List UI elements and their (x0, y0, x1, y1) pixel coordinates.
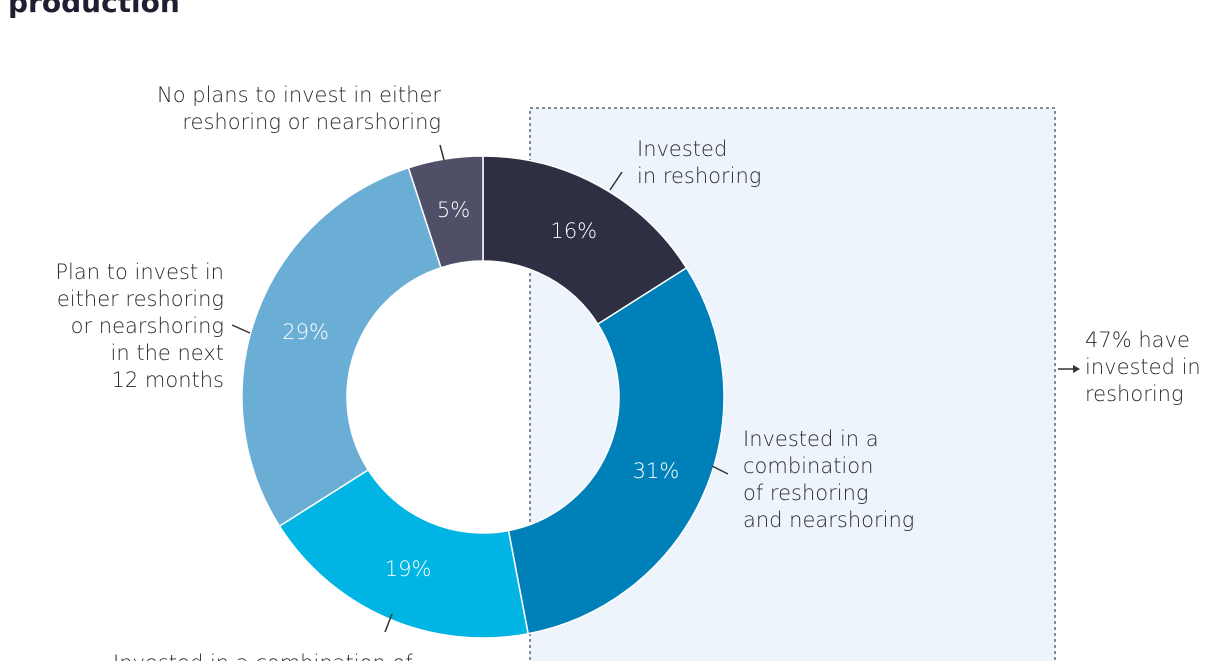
donut-segment (507, 266, 725, 635)
segment-label: combination (743, 454, 873, 478)
segment-label: Invested in a combination of (113, 651, 413, 661)
value-label: 19% (385, 557, 432, 581)
segment-label: in the next (111, 341, 224, 365)
segment-label: or nearshoring (71, 314, 224, 338)
segment-label: 12 months (112, 368, 225, 392)
segment-label: Invested (637, 137, 727, 161)
leader-line (384, 613, 393, 633)
segment-label: No plans to invest in either (157, 83, 441, 107)
segment-label: of reshoring (743, 481, 869, 505)
donut-segment (407, 155, 484, 269)
leader-line (711, 465, 729, 475)
annotation: reshoring (1085, 382, 1184, 406)
leader-line (439, 144, 445, 161)
segment-label: either reshoring (57, 287, 224, 311)
segment-label: Invested in a (743, 427, 879, 451)
annotation-arrowhead (1073, 365, 1080, 373)
value-label: 5% (437, 198, 470, 222)
segment-label: Plan to invest in (55, 260, 224, 284)
segment-label: in reshoring (637, 164, 761, 188)
donut-segment (278, 468, 530, 639)
annotation: 47% have (1085, 328, 1190, 352)
value-label: 31% (633, 459, 680, 483)
chart-title: production (8, 0, 180, 19)
value-label: 29% (282, 320, 329, 344)
leader-line (231, 324, 251, 334)
annotation: invested in (1085, 355, 1201, 379)
segment-label: and nearshoring (743, 508, 914, 532)
segment-label: reshoring or nearshoring (182, 110, 441, 134)
donut-segment (241, 166, 442, 528)
value-label: 16% (550, 219, 597, 243)
leader-line (609, 171, 623, 191)
